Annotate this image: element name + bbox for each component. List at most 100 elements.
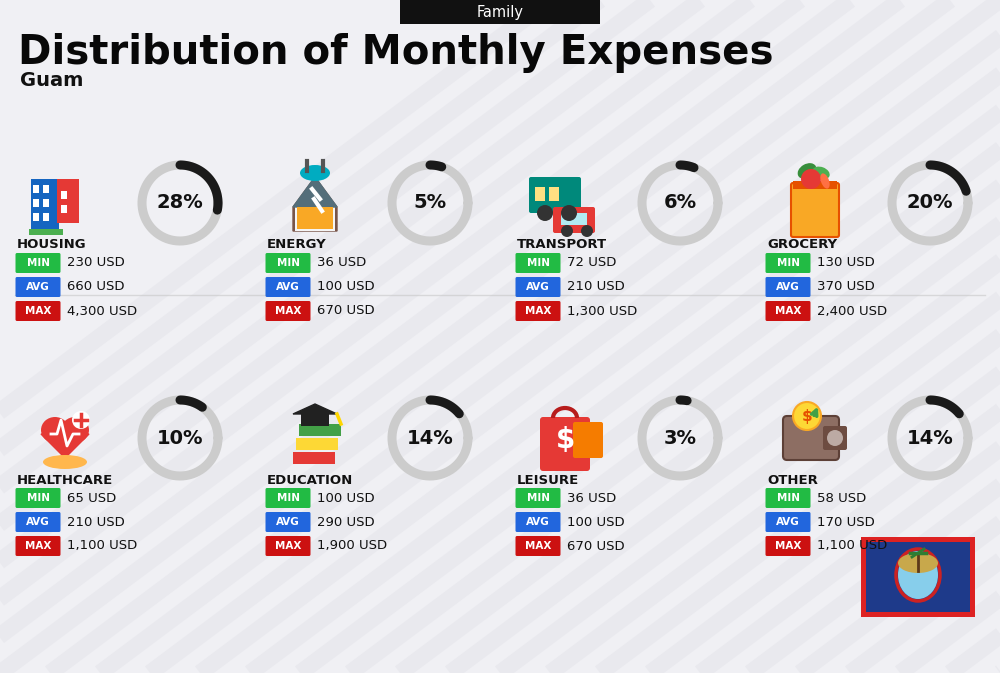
FancyBboxPatch shape — [33, 199, 39, 207]
Text: HEALTHCARE: HEALTHCARE — [17, 474, 113, 487]
Text: 10%: 10% — [157, 429, 203, 448]
Text: AVG: AVG — [276, 517, 300, 527]
Text: 370 USD: 370 USD — [817, 281, 875, 293]
FancyBboxPatch shape — [29, 229, 63, 235]
FancyBboxPatch shape — [549, 187, 559, 201]
FancyBboxPatch shape — [266, 512, 310, 532]
Text: AVG: AVG — [26, 282, 50, 292]
Text: 290 USD: 290 USD — [317, 516, 375, 528]
FancyBboxPatch shape — [31, 179, 59, 231]
Polygon shape — [293, 177, 337, 231]
Ellipse shape — [61, 417, 89, 443]
Text: MAX: MAX — [275, 541, 301, 551]
FancyBboxPatch shape — [266, 536, 310, 556]
Text: 1,900 USD: 1,900 USD — [317, 540, 387, 553]
Text: MAX: MAX — [25, 306, 51, 316]
FancyBboxPatch shape — [553, 207, 595, 233]
Text: MIN: MIN — [276, 493, 300, 503]
FancyBboxPatch shape — [61, 205, 67, 213]
Text: AVG: AVG — [776, 282, 800, 292]
FancyBboxPatch shape — [33, 185, 39, 193]
Ellipse shape — [898, 553, 938, 573]
FancyBboxPatch shape — [16, 488, 60, 508]
FancyBboxPatch shape — [516, 536, 560, 556]
Ellipse shape — [820, 174, 830, 188]
FancyBboxPatch shape — [766, 253, 810, 273]
Ellipse shape — [300, 165, 330, 181]
FancyBboxPatch shape — [766, 277, 810, 297]
Polygon shape — [293, 404, 337, 414]
Text: AVG: AVG — [26, 517, 50, 527]
FancyBboxPatch shape — [791, 183, 839, 237]
Text: HOUSING: HOUSING — [17, 238, 87, 252]
FancyBboxPatch shape — [866, 542, 970, 612]
FancyBboxPatch shape — [61, 191, 67, 199]
Text: 58 USD: 58 USD — [817, 491, 866, 505]
FancyBboxPatch shape — [266, 488, 310, 508]
Text: 4,300 USD: 4,300 USD — [67, 304, 137, 318]
Text: 210 USD: 210 USD — [567, 281, 625, 293]
Text: MAX: MAX — [775, 306, 801, 316]
Polygon shape — [41, 434, 89, 458]
FancyBboxPatch shape — [529, 177, 581, 213]
Text: AVG: AVG — [276, 282, 300, 292]
Text: MIN: MIN — [526, 493, 550, 503]
Text: 72 USD: 72 USD — [567, 256, 616, 269]
Text: TRANSPORT: TRANSPORT — [517, 238, 607, 252]
Text: 1,100 USD: 1,100 USD — [817, 540, 887, 553]
Text: 20%: 20% — [907, 194, 953, 213]
Text: 14%: 14% — [407, 429, 453, 448]
FancyBboxPatch shape — [16, 512, 60, 532]
FancyBboxPatch shape — [16, 301, 60, 321]
Text: LEISURE: LEISURE — [517, 474, 579, 487]
Ellipse shape — [898, 551, 938, 599]
Text: MIN: MIN — [26, 258, 50, 268]
FancyBboxPatch shape — [516, 253, 560, 273]
Text: $: $ — [802, 409, 812, 423]
Ellipse shape — [798, 163, 816, 179]
Circle shape — [793, 402, 821, 430]
Text: 100 USD: 100 USD — [567, 516, 625, 528]
Ellipse shape — [43, 455, 87, 469]
FancyBboxPatch shape — [266, 253, 310, 273]
FancyBboxPatch shape — [297, 207, 333, 229]
Text: Distribution of Monthly Expenses: Distribution of Monthly Expenses — [18, 33, 774, 73]
Text: AVG: AVG — [526, 282, 550, 292]
FancyBboxPatch shape — [823, 426, 847, 450]
FancyBboxPatch shape — [535, 187, 545, 201]
Text: 65 USD: 65 USD — [67, 491, 116, 505]
Circle shape — [801, 169, 821, 189]
Polygon shape — [293, 177, 337, 207]
FancyBboxPatch shape — [766, 488, 810, 508]
FancyBboxPatch shape — [516, 277, 560, 297]
Text: 28%: 28% — [157, 194, 203, 213]
Text: MIN: MIN — [526, 258, 550, 268]
Text: 36 USD: 36 USD — [567, 491, 616, 505]
Text: 230 USD: 230 USD — [67, 256, 125, 269]
Text: 100 USD: 100 USD — [317, 281, 375, 293]
Text: Family: Family — [477, 5, 524, 20]
FancyBboxPatch shape — [516, 301, 560, 321]
Text: Guam: Guam — [20, 71, 83, 90]
FancyBboxPatch shape — [766, 536, 810, 556]
Circle shape — [537, 205, 553, 221]
FancyBboxPatch shape — [266, 277, 310, 297]
Text: MAX: MAX — [25, 541, 51, 551]
Text: 6%: 6% — [663, 194, 697, 213]
Text: MIN: MIN — [776, 258, 800, 268]
FancyBboxPatch shape — [43, 199, 49, 207]
FancyBboxPatch shape — [400, 0, 600, 24]
FancyBboxPatch shape — [293, 452, 335, 464]
FancyBboxPatch shape — [295, 205, 335, 231]
Circle shape — [561, 225, 573, 237]
Text: 130 USD: 130 USD — [817, 256, 875, 269]
FancyBboxPatch shape — [299, 424, 341, 436]
Circle shape — [561, 205, 577, 221]
Text: 1,100 USD: 1,100 USD — [67, 540, 137, 553]
FancyBboxPatch shape — [16, 253, 60, 273]
Text: MAX: MAX — [525, 306, 551, 316]
Text: 3%: 3% — [664, 429, 696, 448]
Text: 670 USD: 670 USD — [567, 540, 625, 553]
Text: 660 USD: 660 USD — [67, 281, 124, 293]
FancyBboxPatch shape — [540, 417, 590, 471]
